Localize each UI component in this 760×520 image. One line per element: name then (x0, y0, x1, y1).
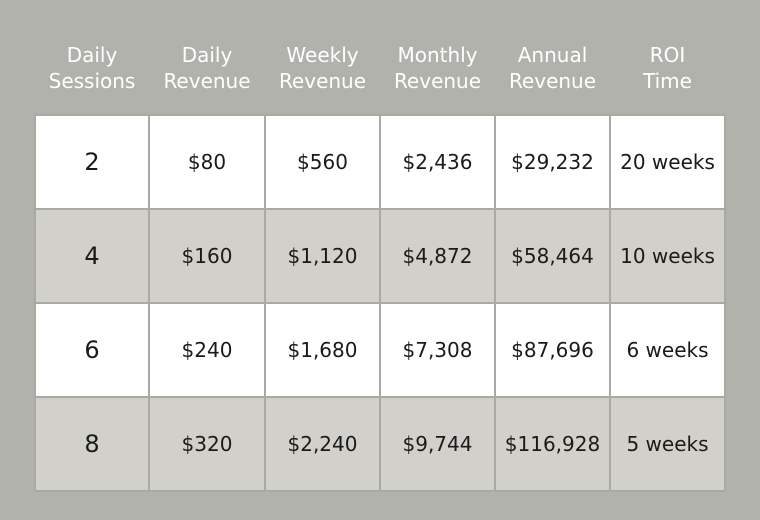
header-line: Revenue (508, 69, 597, 93)
table-header: Daily Sessions Daily Revenue Weekly Reve… (35, 22, 725, 115)
header-weekly-revenue: Weekly Revenue (265, 22, 380, 115)
cell-monthly-revenue: $7,308 (379, 302, 496, 398)
cell-daily-revenue: $80 (148, 114, 266, 210)
cell-weekly-revenue: $1,680 (264, 302, 381, 398)
cell-daily-sessions: 6 (34, 302, 150, 398)
cell-monthly-revenue: $4,872 (379, 208, 496, 304)
header-monthly-revenue: Monthly Revenue (380, 22, 495, 115)
header-line: Revenue (163, 69, 251, 93)
cell-daily-sessions: 8 (34, 396, 150, 492)
cell-daily-sessions: 4 (34, 208, 150, 304)
header-line: Daily (181, 43, 233, 67)
header-roi-time: ROI Time (610, 22, 725, 115)
header-daily-revenue: Daily Revenue (149, 22, 265, 115)
cell-daily-sessions: 2 (34, 114, 150, 210)
header-line: Sessions (48, 69, 136, 93)
cell-weekly-revenue: $560 (264, 114, 381, 210)
header-line: Weekly (286, 43, 359, 67)
header-line: Revenue (393, 69, 482, 93)
cell-weekly-revenue: $2,240 (264, 396, 381, 492)
header-row: Daily Sessions Daily Revenue Weekly Reve… (35, 22, 725, 115)
cell-monthly-revenue: $2,436 (379, 114, 496, 210)
table-row: 8 $320 $2,240 $9,744 $116,928 5 weeks (34, 396, 726, 492)
header-line: Time (643, 69, 692, 93)
cell-annual-revenue: $29,232 (494, 114, 611, 210)
table-row: 2 $80 $560 $2,436 $29,232 20 weeks (34, 114, 726, 210)
cell-annual-revenue: $58,464 (494, 208, 611, 304)
header-line: Monthly (397, 43, 478, 67)
revenue-roi-table: Daily Sessions Daily Revenue Weekly Reve… (34, 22, 726, 492)
cell-daily-revenue: $240 (148, 302, 266, 398)
cell-roi-time: 5 weeks (609, 396, 726, 492)
cell-annual-revenue: $87,696 (494, 302, 611, 398)
header-annual-revenue: Annual Revenue (495, 22, 610, 115)
cell-weekly-revenue: $1,120 (264, 208, 381, 304)
cell-roi-time: 6 weeks (609, 302, 726, 398)
cell-daily-revenue: $160 (148, 208, 266, 304)
table-row: 6 $240 $1,680 $7,308 $87,696 6 weeks (34, 302, 726, 398)
cell-monthly-revenue: $9,744 (379, 396, 496, 492)
cell-roi-time: 20 weeks (609, 114, 726, 210)
table-body: 2 $80 $560 $2,436 $29,232 20 weeks 4 $16… (34, 114, 726, 492)
header-line: Revenue (278, 69, 367, 93)
header-line: ROI (649, 43, 686, 67)
header-line: Daily (66, 43, 118, 67)
cell-annual-revenue: $116,928 (494, 396, 611, 492)
cell-daily-revenue: $320 (148, 396, 266, 492)
table-row: 4 $160 $1,120 $4,872 $58,464 10 weeks (34, 208, 726, 304)
revenue-table-container: Daily Sessions Daily Revenue Weekly Reve… (34, 22, 726, 492)
header-line: Annual (517, 43, 588, 67)
header-daily-sessions: Daily Sessions (35, 22, 149, 115)
cell-roi-time: 10 weeks (609, 208, 726, 304)
